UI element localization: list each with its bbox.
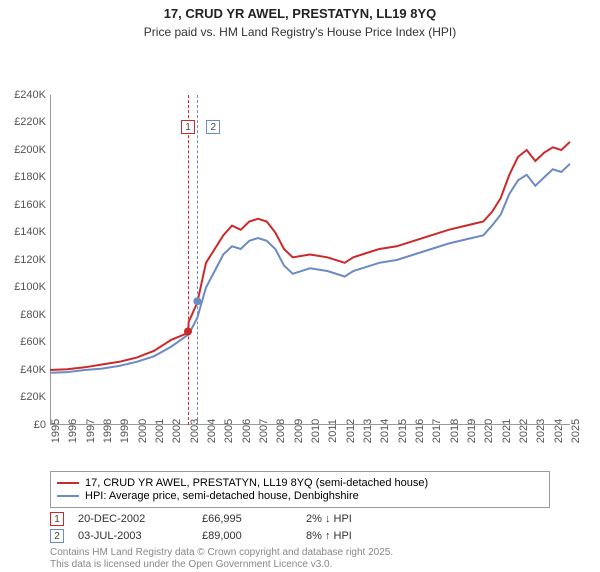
event-row: 2 03-JUL-2003 £89,000 8% ↑ HPI <box>50 529 550 543</box>
legend-swatch <box>57 482 79 484</box>
chart-title-1: 17, CRUD YR AWEL, PRESTATYN, LL19 8YQ <box>0 0 600 25</box>
event-date: 03-JUL-2003 <box>78 530 188 542</box>
chart-container: 17, CRUD YR AWEL, PRESTATYN, LL19 8YQ Pr… <box>0 0 600 560</box>
legend-label: HPI: Average price, semi-detached house,… <box>85 490 359 502</box>
footer-line-1: Contains HM Land Registry data © Crown c… <box>50 547 550 560</box>
event-table: 1 20-DEC-2002 £66,995 2% ↓ HPI 2 03-JUL-2003 £… <box>50 512 550 543</box>
marker-line <box>188 95 189 425</box>
marker-badge: 1 <box>181 120 195 134</box>
series-svg <box>0 43 580 427</box>
series-line <box>50 142 570 370</box>
event-pct: 8% ↑ HPI <box>306 530 352 542</box>
event-badge: 1 <box>50 512 64 526</box>
chart-title-2: Price paid vs. HM Land Registry's House … <box>0 25 600 43</box>
legend: 17, CRUD YR AWEL, PRESTATYN, LL19 8YQ (s… <box>50 471 550 508</box>
event-price: £66,995 <box>202 513 292 525</box>
event-price: £89,000 <box>202 530 292 542</box>
legend-label: 17, CRUD YR AWEL, PRESTATYN, LL19 8YQ (s… <box>85 477 428 489</box>
footer-line-2: This data is licensed under the Open Gov… <box>50 559 550 572</box>
legend-item: HPI: Average price, semi-detached house,… <box>57 490 543 502</box>
event-pct: 2% ↓ HPI <box>306 513 352 525</box>
legend-swatch <box>57 495 79 497</box>
event-badge: 2 <box>50 529 64 543</box>
chart-area: £0£20K£40K£60K£80K£100K£120K£140K£160K£1… <box>0 43 600 465</box>
marker-badge: 2 <box>206 120 220 134</box>
marker-line <box>197 95 198 425</box>
series-line <box>50 164 570 373</box>
event-row: 1 20-DEC-2002 £66,995 2% ↓ HPI <box>50 512 550 526</box>
event-date: 20-DEC-2002 <box>78 513 188 525</box>
legend-item: 17, CRUD YR AWEL, PRESTATYN, LL19 8YQ (s… <box>57 477 543 489</box>
footer: Contains HM Land Registry data © Crown c… <box>50 547 550 572</box>
